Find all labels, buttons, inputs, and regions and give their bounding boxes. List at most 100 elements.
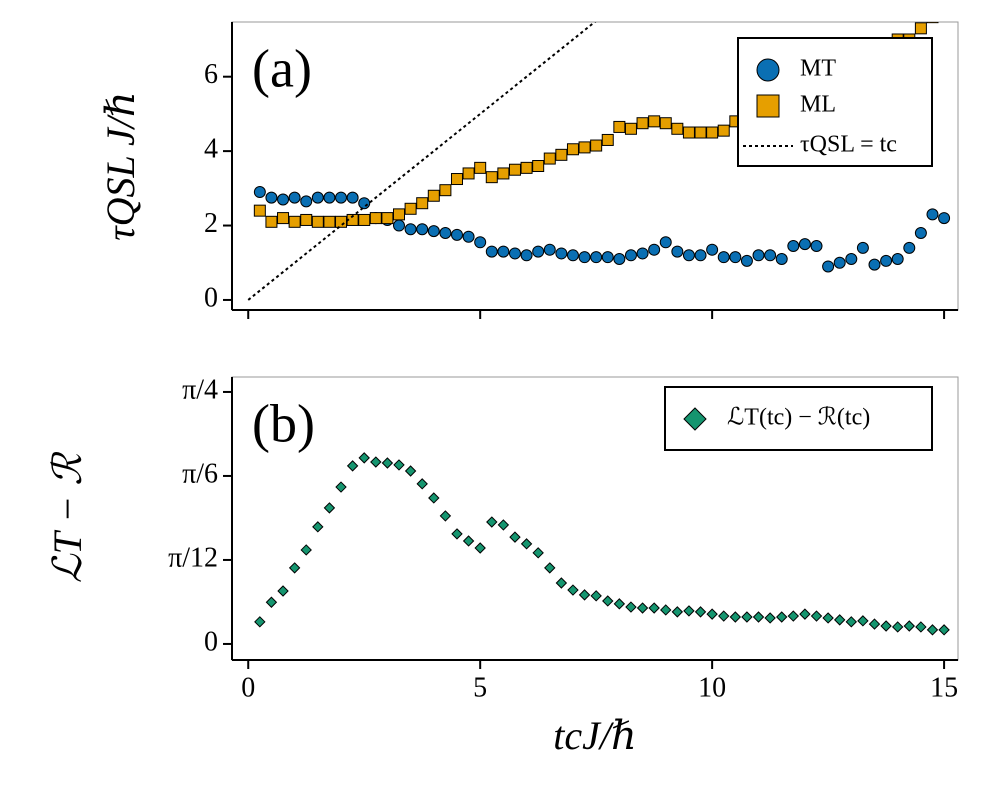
- marker: [706, 126, 719, 139]
- marker: [682, 126, 695, 139]
- marker: [648, 602, 660, 614]
- legend-label: MT: [800, 56, 836, 82]
- marker: [277, 212, 290, 225]
- marker: [717, 124, 730, 137]
- marker: [300, 544, 312, 556]
- marker: [544, 562, 556, 574]
- marker: [300, 195, 313, 208]
- marker: [265, 191, 278, 204]
- marker: [508, 163, 521, 176]
- marker: [335, 191, 348, 204]
- marker: [474, 161, 487, 174]
- marker: [497, 245, 510, 258]
- marker: [915, 621, 927, 633]
- marker: [729, 251, 742, 264]
- marker: [694, 126, 707, 139]
- marker: [346, 191, 359, 204]
- marker: [822, 612, 834, 624]
- marker: [903, 241, 916, 254]
- x-tick-label: 10: [698, 672, 726, 703]
- marker: [845, 253, 858, 266]
- plot-area: [254, 452, 950, 636]
- marker: [277, 585, 289, 597]
- marker: [756, 94, 780, 118]
- marker: [450, 173, 463, 186]
- marker: [288, 215, 301, 228]
- marker: [636, 117, 649, 130]
- marker: [253, 204, 266, 217]
- marker: [706, 243, 719, 256]
- marker: [891, 253, 904, 266]
- marker: [775, 253, 788, 266]
- y-tick-label: π/12: [168, 542, 218, 573]
- marker: [718, 610, 730, 622]
- marker: [335, 481, 347, 493]
- marker: [439, 510, 452, 522]
- marker: [601, 251, 614, 264]
- marker: [381, 457, 394, 469]
- marker: [659, 117, 672, 130]
- marker: [311, 191, 324, 204]
- marker: [636, 602, 649, 614]
- marker: [926, 22, 939, 24]
- marker: [265, 596, 278, 608]
- marker: [857, 615, 869, 627]
- marker: [288, 562, 301, 574]
- marker: [914, 226, 927, 239]
- marker: [613, 253, 626, 266]
- marker: [532, 160, 545, 172]
- marker: [312, 521, 324, 533]
- y-axis-label: τQSL J/ℏ: [98, 91, 143, 240]
- marker: [381, 212, 394, 225]
- marker: [787, 240, 800, 252]
- marker: [323, 502, 336, 514]
- marker: [613, 120, 626, 133]
- marker: [509, 531, 521, 543]
- marker: [683, 605, 695, 617]
- marker: [497, 167, 510, 180]
- marker: [578, 251, 591, 264]
- marker: [416, 197, 429, 210]
- marker: [671, 122, 684, 135]
- marker: [903, 620, 915, 632]
- marker: [682, 249, 695, 262]
- marker: [358, 197, 371, 210]
- marker: [810, 240, 823, 252]
- marker: [288, 191, 301, 204]
- marker: [717, 251, 730, 264]
- marker: [868, 618, 881, 630]
- marker: [427, 189, 440, 202]
- marker: [636, 247, 649, 260]
- marker: [891, 621, 904, 633]
- marker: [335, 215, 348, 228]
- marker: [439, 184, 452, 197]
- marker: [764, 612, 776, 624]
- marker: [404, 465, 417, 477]
- y-axis-label: ℒT − ℛ: [45, 451, 90, 583]
- marker: [764, 249, 777, 262]
- marker: [868, 258, 881, 271]
- marker: [543, 243, 556, 256]
- marker: [253, 186, 266, 199]
- y-tick-label: 4: [204, 134, 218, 165]
- marker: [624, 249, 637, 262]
- marker: [833, 256, 846, 269]
- marker: [938, 212, 951, 225]
- marker: [567, 584, 579, 596]
- marker: [370, 456, 382, 468]
- marker: [845, 616, 858, 628]
- marker: [311, 215, 324, 228]
- marker: [451, 528, 463, 540]
- marker: [254, 616, 266, 628]
- marker: [798, 238, 811, 251]
- marker: [740, 254, 753, 267]
- marker: [450, 228, 463, 241]
- marker: [776, 611, 788, 623]
- x-tick-label: 15: [930, 672, 958, 703]
- marker: [624, 122, 637, 135]
- marker: [346, 460, 359, 472]
- marker: [590, 590, 602, 602]
- marker: [926, 208, 939, 221]
- marker: [508, 247, 521, 260]
